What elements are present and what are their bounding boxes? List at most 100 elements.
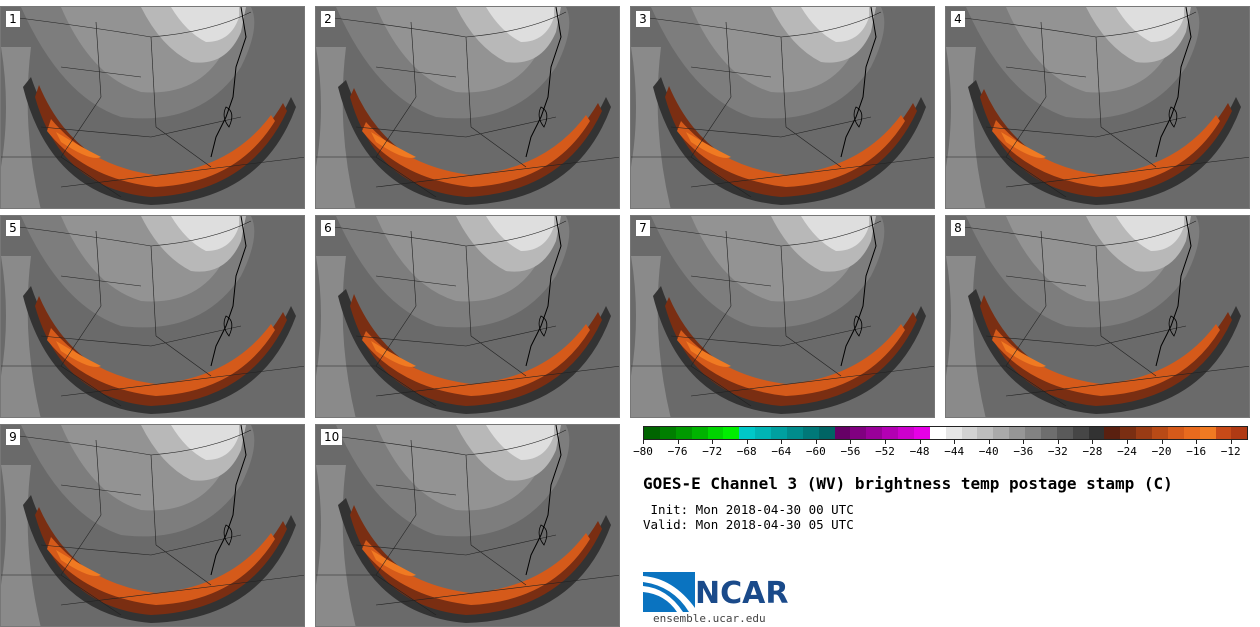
colorbar-cell <box>866 427 883 439</box>
colorbar-tick-label: −24 <box>1117 445 1137 458</box>
colorbar-tick <box>1161 440 1163 444</box>
panel-number: 4 <box>951 11 965 27</box>
ncar-logo-icon <box>643 572 695 612</box>
ncar-logo: NCAR ensemble.ucar.edu <box>643 570 803 626</box>
colorbar-cell <box>818 427 835 439</box>
time-info: Init: Mon 2018-04-30 00 UTC Valid: Mon 2… <box>643 502 854 532</box>
colorbar-cell <box>659 427 676 439</box>
colorbar-cell <box>802 427 819 439</box>
colorbar-cell <box>675 427 692 439</box>
logo-wordmark: NCAR <box>695 576 789 611</box>
colorbar-tick-label: −64 <box>771 445 792 458</box>
colorbar-cell <box>1056 427 1073 439</box>
panel-number: 2 <box>321 11 335 27</box>
colorbar-cell <box>1152 427 1168 439</box>
colorbar-tick-label: −56 <box>840 445 861 458</box>
colorbar-tick <box>885 440 886 444</box>
colorbar-tick <box>746 440 748 444</box>
colorbar-tick <box>781 440 783 444</box>
colorbar-tick-label: −68 <box>736 445 757 458</box>
map-panel-1: 1 <box>0 6 305 209</box>
colorbar-tick <box>712 440 714 444</box>
colorbar-tick <box>1127 440 1128 444</box>
colorbar-tick-label: −60 <box>805 445 826 458</box>
colorbar-cell <box>1199 427 1216 439</box>
colorbar-tick-label: −36 <box>1013 445 1034 458</box>
colorbar-tick <box>1092 440 1094 444</box>
map-panel-3: 3 <box>630 6 935 209</box>
panel-number: 5 <box>6 220 20 236</box>
colorbar-tick <box>1023 440 1025 444</box>
colorbar-tick-label: −52 <box>875 445 895 458</box>
map-panel-9: 9 <box>0 424 305 627</box>
colorbar-cell <box>755 427 771 439</box>
map-image <box>946 216 1249 417</box>
colorbar-cell <box>1183 427 1200 439</box>
colorbar-tick-label: −44 <box>944 445 965 458</box>
panel-number: 3 <box>636 11 650 27</box>
site-url: ensemble.ucar.edu <box>653 612 766 625</box>
map-image <box>631 216 934 417</box>
panel-number: 7 <box>636 220 650 236</box>
colorbar-tick-label: −40 <box>978 445 999 458</box>
map-image <box>1 216 304 417</box>
colorbar-tick-label: −28 <box>1082 445 1103 458</box>
panel-number: 10 <box>321 429 343 445</box>
panel-number: 6 <box>321 220 335 236</box>
map-panel-7: 7 <box>630 215 935 418</box>
map-image <box>1 7 304 208</box>
colorbar-cell <box>961 427 978 439</box>
colorbar-cell <box>945 427 962 439</box>
map-image <box>316 216 619 417</box>
colorbar-cell <box>691 427 708 439</box>
colorbar-cell <box>898 427 914 439</box>
colorbar-cell <box>739 427 756 439</box>
map-panel-2: 2 <box>315 6 620 209</box>
map-image <box>316 7 619 208</box>
colorbar-tick-label: −12 <box>1220 445 1241 458</box>
colorbar-cell <box>913 427 930 439</box>
map-panel-10: 10 <box>315 424 620 627</box>
colorbar-tick <box>1196 440 1198 444</box>
colorbar-tick <box>643 440 644 444</box>
colorbar-cell <box>1215 427 1232 439</box>
valid-time: Valid: Mon 2018-04-30 05 UTC <box>643 517 854 532</box>
colorbar-tick <box>815 440 817 444</box>
colorbar-cell <box>1167 427 1184 439</box>
colorbar-cell <box>1231 427 1248 439</box>
colorbar-cell <box>723 427 740 439</box>
colorbar-cell <box>1120 427 1137 439</box>
colorbar-cell <box>882 427 898 439</box>
panel-number: 8 <box>951 220 965 236</box>
map-image <box>946 7 1249 208</box>
colorbar-tick <box>677 440 679 444</box>
colorbar-tick <box>1057 440 1059 444</box>
map-panel-8: 8 <box>945 215 1250 418</box>
panel-number: 1 <box>6 11 20 27</box>
colorbar-cell <box>1072 427 1089 439</box>
colorbar-tick <box>850 440 852 444</box>
colorbar-cell <box>993 427 1010 439</box>
colorbar-cell <box>1088 427 1105 439</box>
colorbar-tick <box>1230 440 1232 444</box>
map-image <box>316 425 619 626</box>
colorbar-tick-label: −20 <box>1151 445 1172 458</box>
colorbar-tick-label: −48 <box>909 445 930 458</box>
colorbar-cell <box>786 427 803 439</box>
colorbar-tick-label: −80 <box>633 445 653 458</box>
init-time: Init: Mon 2018-04-30 00 UTC <box>643 502 854 517</box>
colorbar-cell <box>644 427 660 439</box>
colorbar-cell <box>850 427 867 439</box>
colorbar-cell <box>1025 427 1041 439</box>
colorbar-cell <box>1136 427 1152 439</box>
map-panel-6: 6 <box>315 215 620 418</box>
colorbar-tick-label: −76 <box>667 445 688 458</box>
colorbar-tick <box>988 440 990 444</box>
colorbar-cell <box>771 427 787 439</box>
colorbar-tick-label: −32 <box>1047 445 1068 458</box>
colorbar <box>643 426 1248 440</box>
colorbar-cell <box>1009 427 1025 439</box>
colorbar-tick-label: −16 <box>1186 445 1207 458</box>
map-image <box>631 7 934 208</box>
colorbar-cell <box>707 427 724 439</box>
